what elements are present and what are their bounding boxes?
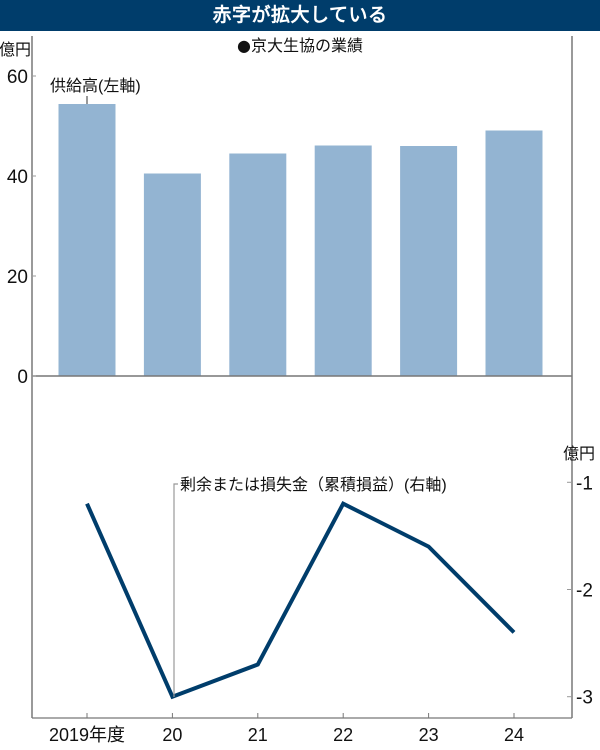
right-axis-unit: 億円: [563, 445, 595, 463]
bar: [143, 173, 201, 376]
chart-title: 赤字が拡大している: [212, 4, 388, 26]
line-series-label: 剰余または損失金（累積損益）(右軸): [180, 475, 447, 494]
line-series: [85, 501, 516, 700]
bar-series: [58, 104, 543, 376]
left-tick-label: 0: [17, 367, 28, 388]
x-tick-label: 20: [162, 725, 182, 745]
bar-series-label: 供給高(左軸): [50, 77, 141, 95]
left-axis-unit: 億円: [0, 41, 31, 59]
left-tick-label: 40: [7, 167, 28, 188]
right-tick-label: -1: [576, 473, 593, 494]
x-tick-label: 21: [248, 725, 268, 745]
left-tick-label: 60: [7, 67, 28, 88]
x-tick-label: 24: [504, 725, 524, 745]
right-tick-label: -3: [576, 688, 593, 709]
left-axis-ticks: 0 20 40 60: [7, 67, 36, 388]
x-axis-ticks: 2019年度 20 21 22 23 24: [49, 713, 524, 745]
bar: [58, 104, 116, 376]
line-annotation-leader: [173, 483, 178, 697]
bar: [229, 153, 287, 376]
chart-title-banner: 赤字が拡大している: [0, 0, 600, 31]
left-tick-label: 20: [7, 267, 28, 288]
x-tick-label: 23: [419, 725, 439, 745]
x-tick-label: 2019年度: [49, 725, 125, 745]
bar: [400, 146, 458, 376]
chart-subtitle: ●京大生協の業績: [237, 36, 363, 55]
x-tick-label: 22: [333, 725, 353, 745]
bar: [314, 145, 372, 376]
bar: [485, 130, 543, 376]
right-tick-label: -2: [576, 581, 593, 602]
right-axis-ticks: -1 -2 -3: [567, 473, 593, 709]
